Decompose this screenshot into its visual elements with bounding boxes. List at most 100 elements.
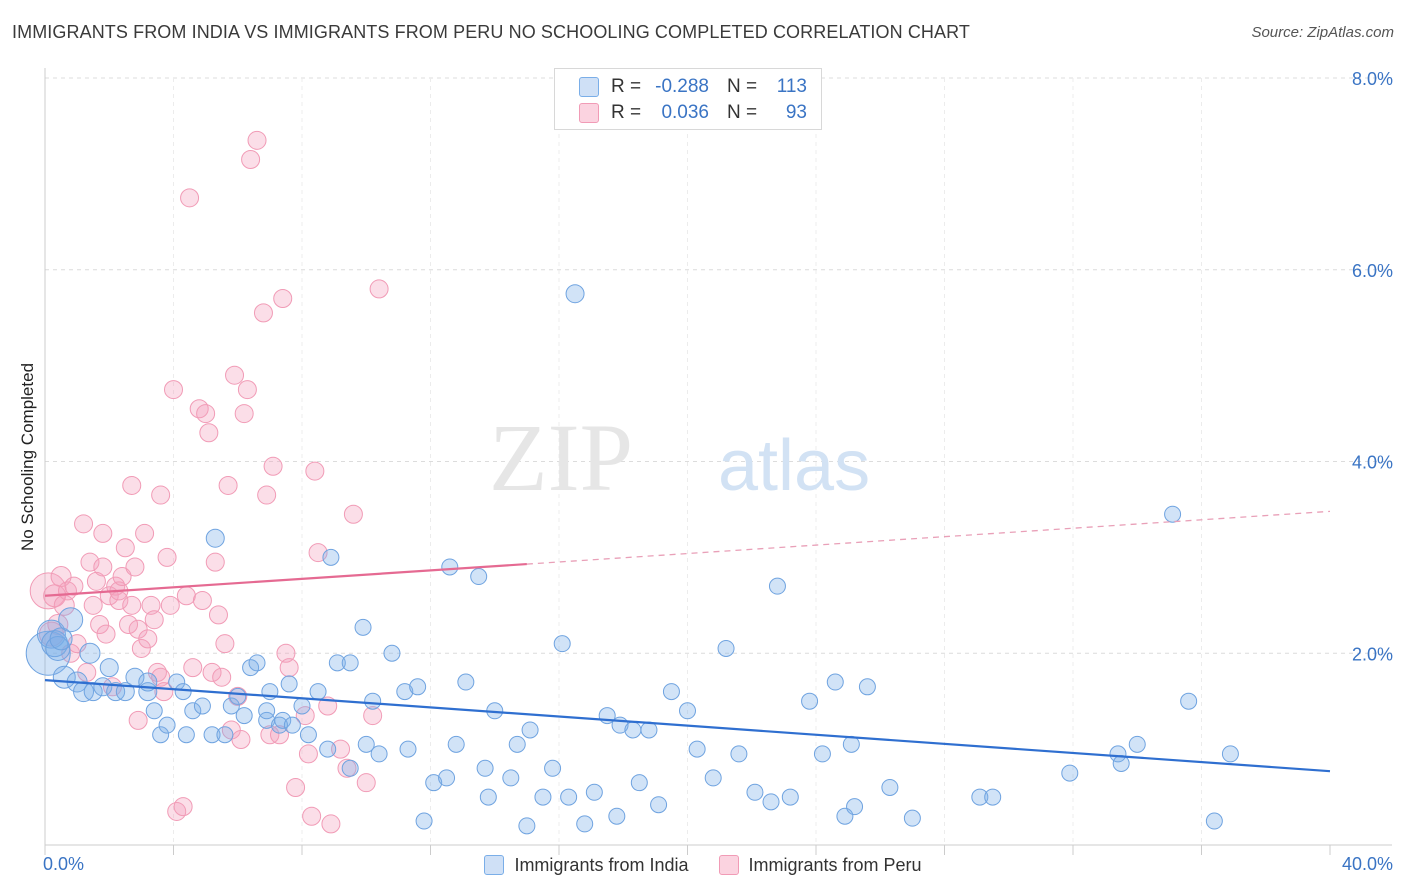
peru-trend-line-extended	[526, 510, 1331, 565]
india-point	[271, 716, 289, 734]
india-point	[801, 692, 819, 710]
peru-point	[131, 638, 151, 658]
india-point	[544, 759, 562, 777]
india-point	[106, 682, 126, 702]
india-point	[229, 687, 247, 705]
india-point	[553, 635, 571, 653]
india-point	[1221, 745, 1239, 763]
peru-point	[144, 610, 164, 630]
india-point	[457, 673, 475, 691]
india-point	[222, 697, 240, 715]
peru-point	[96, 624, 116, 644]
peru-point	[273, 289, 293, 309]
india-point	[283, 716, 301, 734]
india-point	[768, 577, 786, 595]
india-point	[704, 769, 722, 787]
india-point	[560, 788, 578, 806]
india-point	[274, 711, 292, 729]
india-points	[25, 284, 1239, 835]
india-point	[396, 683, 414, 701]
peru-point	[93, 557, 113, 577]
peru-point	[151, 667, 171, 687]
india-point	[99, 658, 119, 678]
india-point	[984, 788, 1002, 806]
stats-n-label: N =	[727, 76, 758, 97]
x-tick-label: 40.0%	[1342, 854, 1393, 874]
peru-point	[122, 475, 142, 495]
peru-point	[164, 380, 183, 400]
peru-point	[241, 149, 261, 169]
india-point	[508, 735, 526, 753]
peru-point	[74, 514, 94, 534]
peru-point	[208, 605, 228, 625]
india-point	[858, 678, 876, 696]
legend-label-peru: Immigrants from Peru	[748, 854, 922, 875]
india-point	[650, 796, 668, 814]
peru-point	[260, 725, 280, 745]
legend-item-india[interactable]: Immigrants from India	[484, 855, 689, 876]
stats-r-label: R =	[611, 76, 642, 97]
x-tick-label: 0.0%	[43, 854, 84, 874]
legend: Immigrants from India Immigrants from Pe…	[0, 850, 1406, 880]
peru-point	[279, 658, 299, 678]
india-point	[319, 740, 337, 758]
india-point	[502, 769, 520, 787]
india-point	[826, 673, 844, 691]
india-point	[717, 639, 735, 657]
stats-swatch-peru	[579, 103, 599, 123]
peru-point	[128, 619, 148, 639]
india-point	[447, 735, 465, 753]
peru-point	[64, 576, 84, 596]
india-point	[585, 783, 603, 801]
india-point	[1061, 764, 1079, 782]
peru-point	[215, 634, 235, 654]
peru-point	[157, 547, 177, 567]
stats-r-value: -0.288	[655, 76, 709, 97]
watermark: ZIP atlas	[489, 404, 870, 511]
chart-title: IMMIGRANTS FROM INDIA VS IMMIGRANTS FROM…	[12, 22, 971, 42]
stats-swatch-india	[579, 77, 599, 97]
peru-point	[321, 814, 341, 834]
india-point	[971, 788, 989, 806]
peru-point	[160, 595, 180, 615]
legend-item-peru[interactable]: Immigrants from Peru	[718, 854, 922, 876]
stats-n-value: 113	[776, 76, 807, 97]
india-point	[205, 528, 225, 548]
peru-point	[363, 706, 383, 726]
india-trend-line	[44, 678, 1331, 773]
india-point	[235, 707, 253, 725]
india-point	[354, 618, 372, 636]
stats-n-label: N =	[727, 102, 758, 123]
peru-point	[183, 658, 203, 678]
peru-point	[356, 773, 376, 793]
india-point	[322, 548, 340, 566]
india-point	[193, 697, 211, 715]
stats-r-label: R =	[611, 102, 642, 123]
stats-row-india: R = -0.288 N = 113	[579, 74, 807, 100]
peru-point	[302, 806, 322, 826]
india-point	[470, 568, 488, 586]
india-point	[79, 642, 101, 664]
peru-point	[90, 614, 110, 634]
axes	[44, 68, 1392, 855]
peru-point	[122, 595, 142, 615]
trend-lines	[44, 510, 1331, 773]
peru-point	[263, 456, 283, 476]
peru-point	[115, 538, 135, 558]
peru-point	[202, 662, 222, 682]
y-tick-label: 4.0%	[1352, 453, 1393, 473]
legend-swatch-india	[484, 855, 505, 875]
india-point	[518, 817, 536, 835]
india-point	[25, 630, 71, 676]
peru-point	[125, 557, 145, 577]
peru-point	[286, 777, 306, 797]
peru-point	[369, 279, 389, 299]
stats-n-value: 93	[785, 102, 807, 123]
india-point	[280, 675, 298, 693]
india-point	[630, 774, 648, 792]
peru-trend-line	[44, 562, 527, 597]
y-tick-label: 6.0%	[1352, 261, 1393, 281]
peru-point	[234, 404, 254, 424]
peru-point	[141, 595, 161, 615]
